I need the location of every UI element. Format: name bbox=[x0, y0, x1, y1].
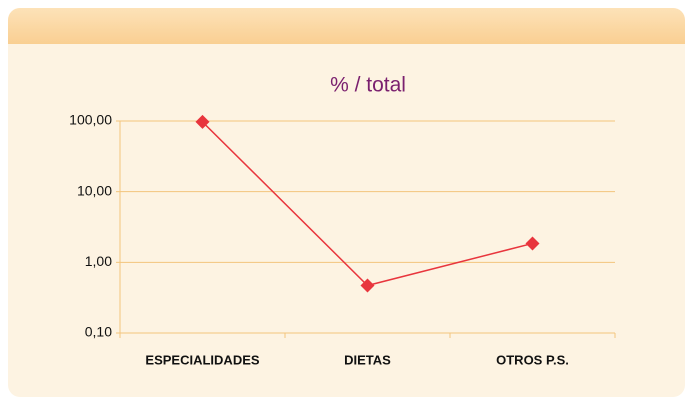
x-tick-label: OTROS P.S. bbox=[496, 352, 569, 367]
y-tick-label: 0,10 bbox=[85, 324, 112, 340]
y-tick-label: 1,00 bbox=[85, 253, 112, 269]
marker bbox=[360, 278, 375, 293]
marker bbox=[525, 236, 540, 251]
card bbox=[8, 8, 685, 397]
marker bbox=[195, 114, 210, 129]
chart-title: % / total bbox=[330, 74, 406, 97]
x-tick-label: ESPECIALIDADES bbox=[145, 352, 259, 367]
card-header bbox=[8, 8, 685, 44]
x-tick-label: DIETAS bbox=[344, 352, 391, 367]
y-tick-label: 100,00 bbox=[69, 112, 112, 128]
y-tick-label: 10,00 bbox=[77, 182, 112, 198]
